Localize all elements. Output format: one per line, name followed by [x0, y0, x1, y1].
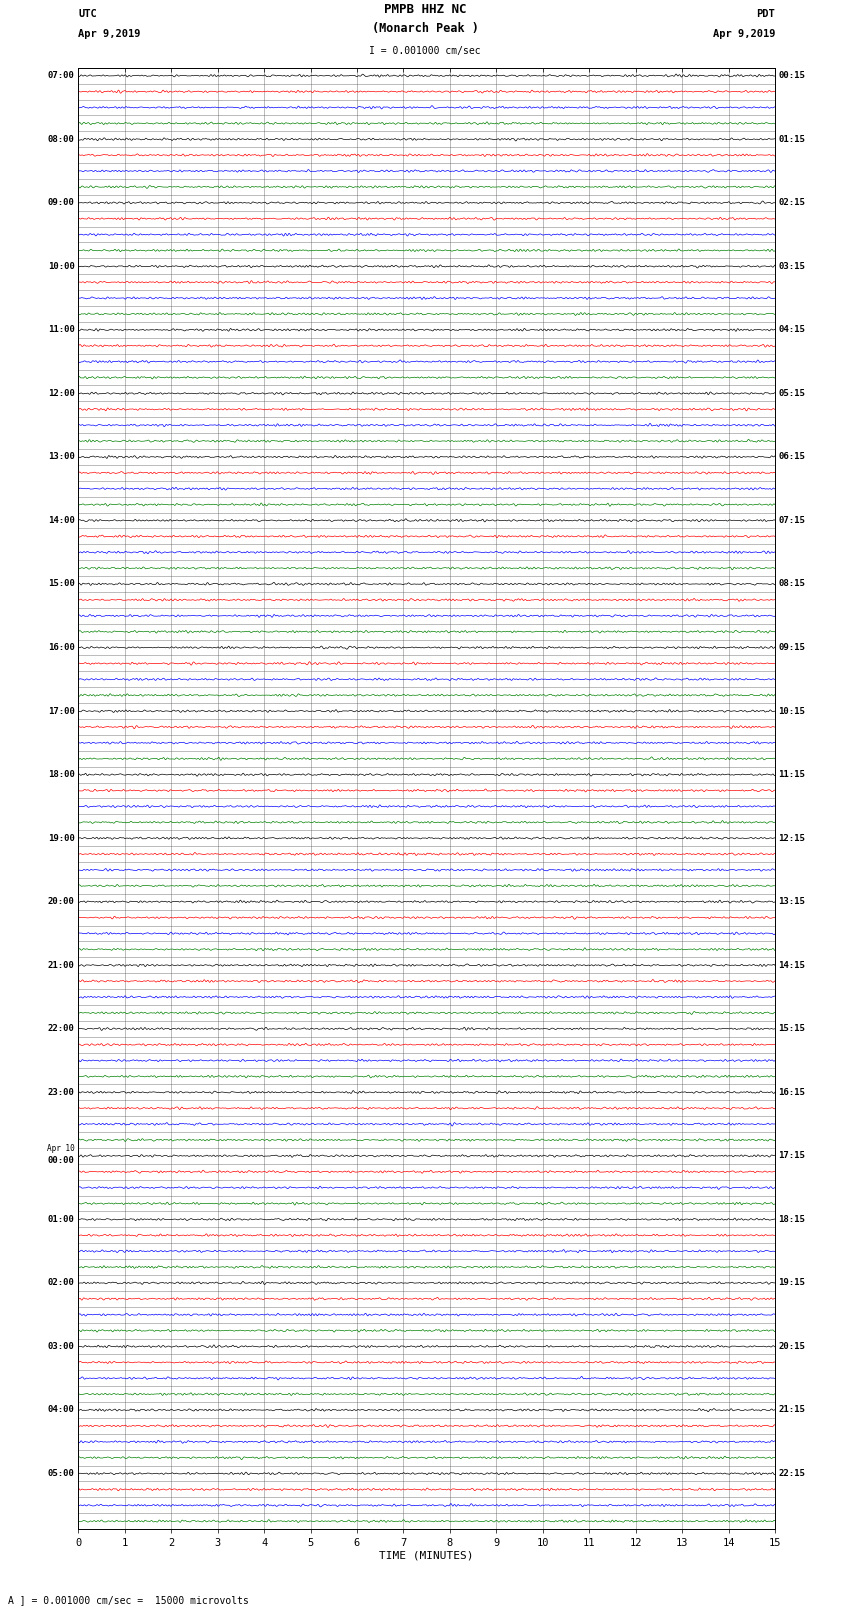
Text: 00:15: 00:15 — [779, 71, 806, 81]
Text: 23:00: 23:00 — [48, 1087, 75, 1097]
Text: 08:00: 08:00 — [48, 135, 75, 144]
Text: I = 0.001000 cm/sec: I = 0.001000 cm/sec — [369, 47, 481, 56]
Text: Apr 9,2019: Apr 9,2019 — [78, 29, 141, 39]
Text: 12:15: 12:15 — [779, 834, 806, 842]
Text: 14:00: 14:00 — [48, 516, 75, 524]
Text: 15:15: 15:15 — [779, 1024, 806, 1034]
Text: 21:00: 21:00 — [48, 961, 75, 969]
Text: 10:15: 10:15 — [779, 706, 806, 716]
Text: 21:15: 21:15 — [779, 1405, 806, 1415]
Text: 02:00: 02:00 — [48, 1279, 75, 1287]
Text: 10:00: 10:00 — [48, 261, 75, 271]
Text: 22:00: 22:00 — [48, 1024, 75, 1034]
Text: 03:00: 03:00 — [48, 1342, 75, 1352]
Text: 22:15: 22:15 — [779, 1469, 806, 1478]
Text: 13:00: 13:00 — [48, 452, 75, 461]
Text: 18:00: 18:00 — [48, 769, 75, 779]
Text: 05:15: 05:15 — [779, 389, 806, 398]
Text: Apr 10: Apr 10 — [47, 1144, 75, 1153]
Text: 03:15: 03:15 — [779, 261, 806, 271]
Text: 12:00: 12:00 — [48, 389, 75, 398]
Text: 20:00: 20:00 — [48, 897, 75, 907]
Text: 04:00: 04:00 — [48, 1405, 75, 1415]
Text: 07:15: 07:15 — [779, 516, 806, 524]
Text: 07:00: 07:00 — [48, 71, 75, 81]
Text: 11:00: 11:00 — [48, 326, 75, 334]
Text: UTC: UTC — [78, 10, 97, 19]
Text: 16:15: 16:15 — [779, 1087, 806, 1097]
Text: 18:15: 18:15 — [779, 1215, 806, 1224]
Text: 16:00: 16:00 — [48, 644, 75, 652]
Text: 11:15: 11:15 — [779, 769, 806, 779]
Text: A ] = 0.001000 cm/sec =  15000 microvolts: A ] = 0.001000 cm/sec = 15000 microvolts — [8, 1595, 249, 1605]
Text: 02:15: 02:15 — [779, 198, 806, 206]
Text: 13:15: 13:15 — [779, 897, 806, 907]
Text: 00:00: 00:00 — [48, 1157, 75, 1165]
Text: 14:15: 14:15 — [779, 961, 806, 969]
Text: 01:15: 01:15 — [779, 135, 806, 144]
Text: 15:00: 15:00 — [48, 579, 75, 589]
Text: 17:15: 17:15 — [779, 1152, 806, 1160]
Text: 05:00: 05:00 — [48, 1469, 75, 1478]
Text: 06:15: 06:15 — [779, 452, 806, 461]
Text: Apr 9,2019: Apr 9,2019 — [712, 29, 775, 39]
Text: 20:15: 20:15 — [779, 1342, 806, 1352]
Text: 19:00: 19:00 — [48, 834, 75, 842]
Text: 09:00: 09:00 — [48, 198, 75, 206]
Text: PDT: PDT — [756, 10, 775, 19]
Text: 04:15: 04:15 — [779, 326, 806, 334]
Text: 17:00: 17:00 — [48, 706, 75, 716]
Text: 08:15: 08:15 — [779, 579, 806, 589]
Text: (Monarch Peak ): (Monarch Peak ) — [371, 23, 479, 35]
X-axis label: TIME (MINUTES): TIME (MINUTES) — [379, 1552, 474, 1561]
Text: 09:15: 09:15 — [779, 644, 806, 652]
Text: 01:00: 01:00 — [48, 1215, 75, 1224]
Text: 19:15: 19:15 — [779, 1279, 806, 1287]
Text: PMPB HHZ NC: PMPB HHZ NC — [383, 3, 467, 16]
